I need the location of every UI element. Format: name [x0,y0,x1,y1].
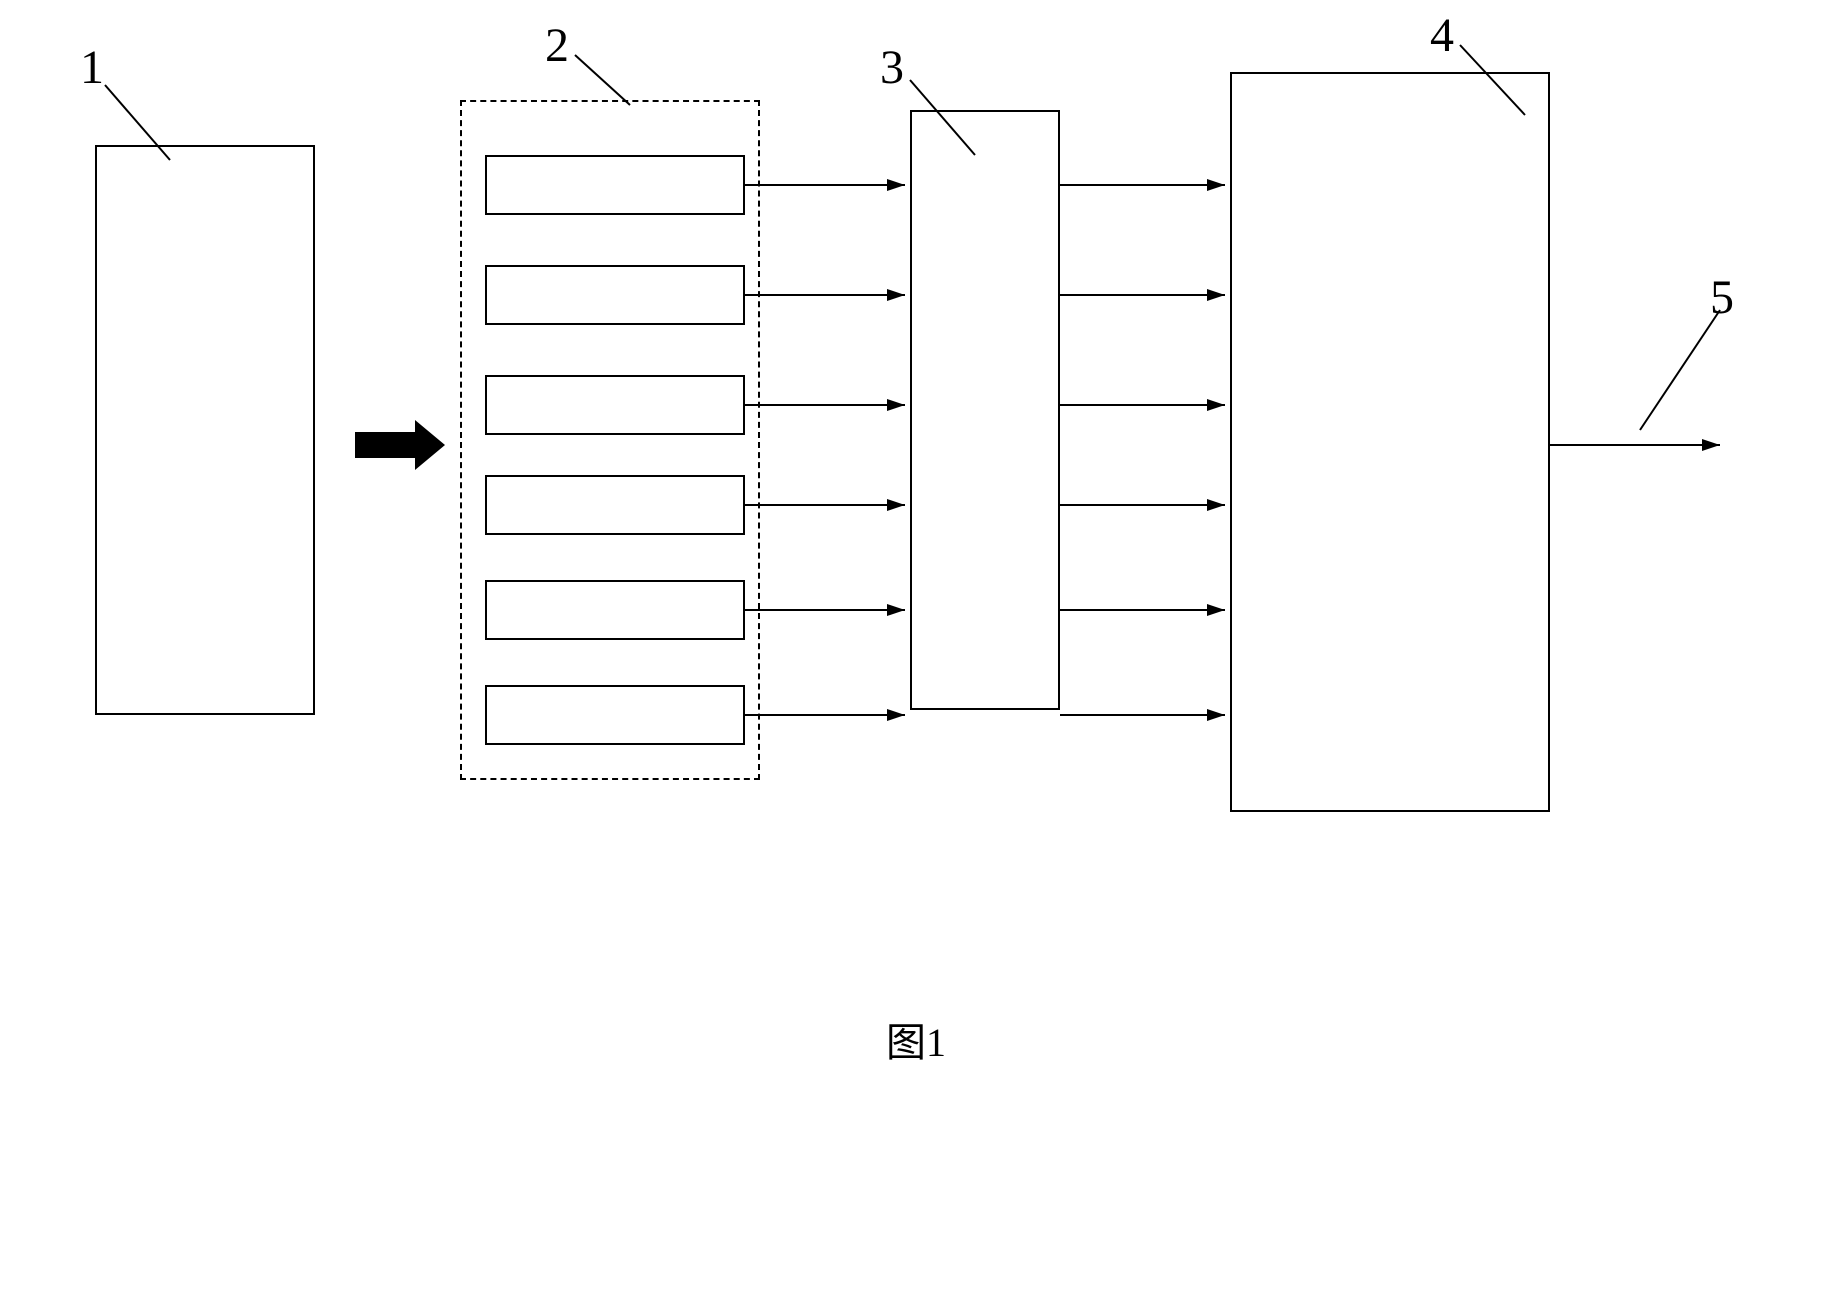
block-2-row [485,265,745,325]
block-2-row [485,475,745,535]
diagram-canvas: 1 2 3 4 5 图1 [0,0,1832,1305]
block-2-row [485,155,745,215]
block-2-row [485,375,745,435]
block-2-row [485,685,745,745]
arrows-layer [0,0,1832,1305]
block-2-row [485,580,745,640]
